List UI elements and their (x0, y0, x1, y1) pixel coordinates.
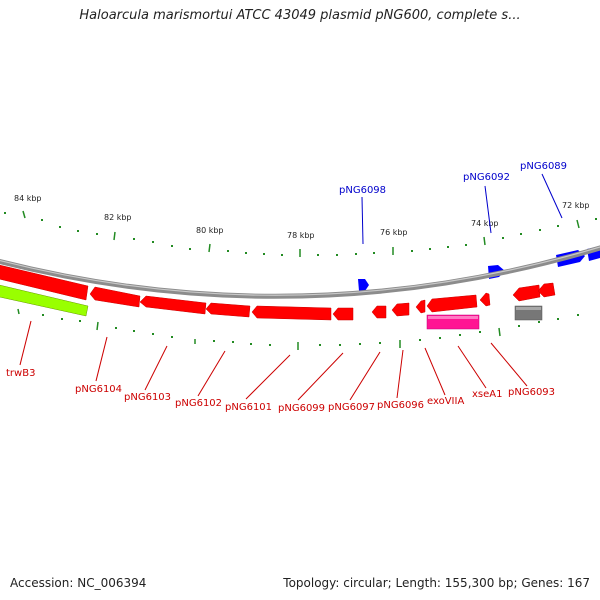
gene-pNG6099[interactable] (332, 307, 354, 321)
gene-red-mid[interactable] (415, 299, 426, 314)
gene-pNG6101[interactable] (251, 305, 332, 321)
kbp-label-84: 84 kbp (14, 194, 42, 203)
gene-red-left[interactable] (0, 264, 89, 301)
kbp-labels: 84 kbp 82 kbp 80 kbp 78 kbp 76 kbp 74 kb… (14, 194, 590, 240)
gene-label-pNG6092[interactable]: pNG6092 (463, 172, 510, 183)
gene-label-pNG6098[interactable]: pNG6098 (339, 185, 386, 196)
reverse-genes (0, 264, 556, 321)
kbp-label-74: 74 kbp (471, 219, 499, 228)
gene-pink-highlight (428, 316, 478, 319)
gene-exoVIIA[interactable] (426, 294, 478, 313)
gene-red-right[interactable] (537, 282, 556, 298)
gene-label-exoVIIA[interactable]: exoVIIA (427, 396, 464, 407)
lower-leader-lines (19, 320, 528, 401)
gene-label-pNG6103[interactable]: pNG6103 (124, 392, 171, 403)
tick-80kbp (208, 243, 211, 253)
plasmid-backbone (0, 245, 600, 299)
gene-label-pNG6097[interactable]: pNG6097 (328, 402, 375, 413)
gene-pNG6093[interactable] (512, 284, 541, 302)
gene-pNG6098[interactable] (358, 279, 369, 291)
gene-label-pNG6096[interactable]: pNG6096 (377, 400, 424, 411)
forward-genes (358, 246, 600, 291)
kbp-label-72: 72 kbp (562, 201, 590, 210)
kbp-label-80: 80 kbp (196, 226, 224, 235)
gene-label-pNG6102[interactable]: pNG6102 (175, 398, 222, 409)
tick-84kbp (22, 210, 26, 219)
kbp-label-76: 76 kbp (380, 228, 408, 237)
gene-pNG6097[interactable] (371, 305, 387, 319)
upper-gene-labels: pNG6098 pNG6092 pNG6089 (339, 161, 567, 196)
plasmid-backbone-highlight (0, 246, 600, 296)
gene-xseA1[interactable] (479, 292, 491, 307)
gene-label-pNG6101[interactable]: pNG6101 (225, 402, 272, 413)
kbp-label-78: 78 kbp (287, 231, 315, 240)
kbp-label-82: 82 kbp (104, 213, 132, 222)
gene-trwB3[interactable] (0, 284, 89, 317)
accession-label: Accession: NC_006394 (10, 576, 147, 590)
gene-label-pNG6093[interactable]: pNG6093 (508, 387, 555, 398)
gene-label-pNG6089[interactable]: pNG6089 (520, 161, 567, 172)
gene-pNG6102[interactable] (205, 302, 251, 318)
gene-pNG6104[interactable] (89, 286, 141, 308)
gene-label-trwB3[interactable]: trwB3 (6, 368, 35, 379)
gene-pNG6096[interactable] (391, 302, 410, 317)
gene-label-xseA1[interactable]: xseA1 (472, 389, 502, 400)
map-title: Haloarcula marismortui ATCC 43049 plasmi… (79, 8, 521, 23)
gene-pNG6103[interactable] (139, 295, 207, 315)
upper-leader-lines (361, 173, 563, 245)
gene-label-pNG6099[interactable]: pNG6099 (278, 403, 325, 414)
lower-gene-labels: trwB3 pNG6104 pNG6103 pNG6102 pNG6101 pN… (6, 368, 555, 414)
topology-summary: Topology: circular; Length: 155,300 bp; … (283, 576, 590, 590)
tick-72kbp (576, 219, 580, 229)
gene-gray-highlight (516, 307, 541, 310)
outer-tick-ring (4, 210, 597, 257)
inner-tick-ring (17, 308, 579, 350)
gene-label-pNG6104[interactable]: pNG6104 (75, 384, 122, 395)
tick-82kbp (113, 231, 116, 241)
tick-74kbp (483, 236, 486, 246)
